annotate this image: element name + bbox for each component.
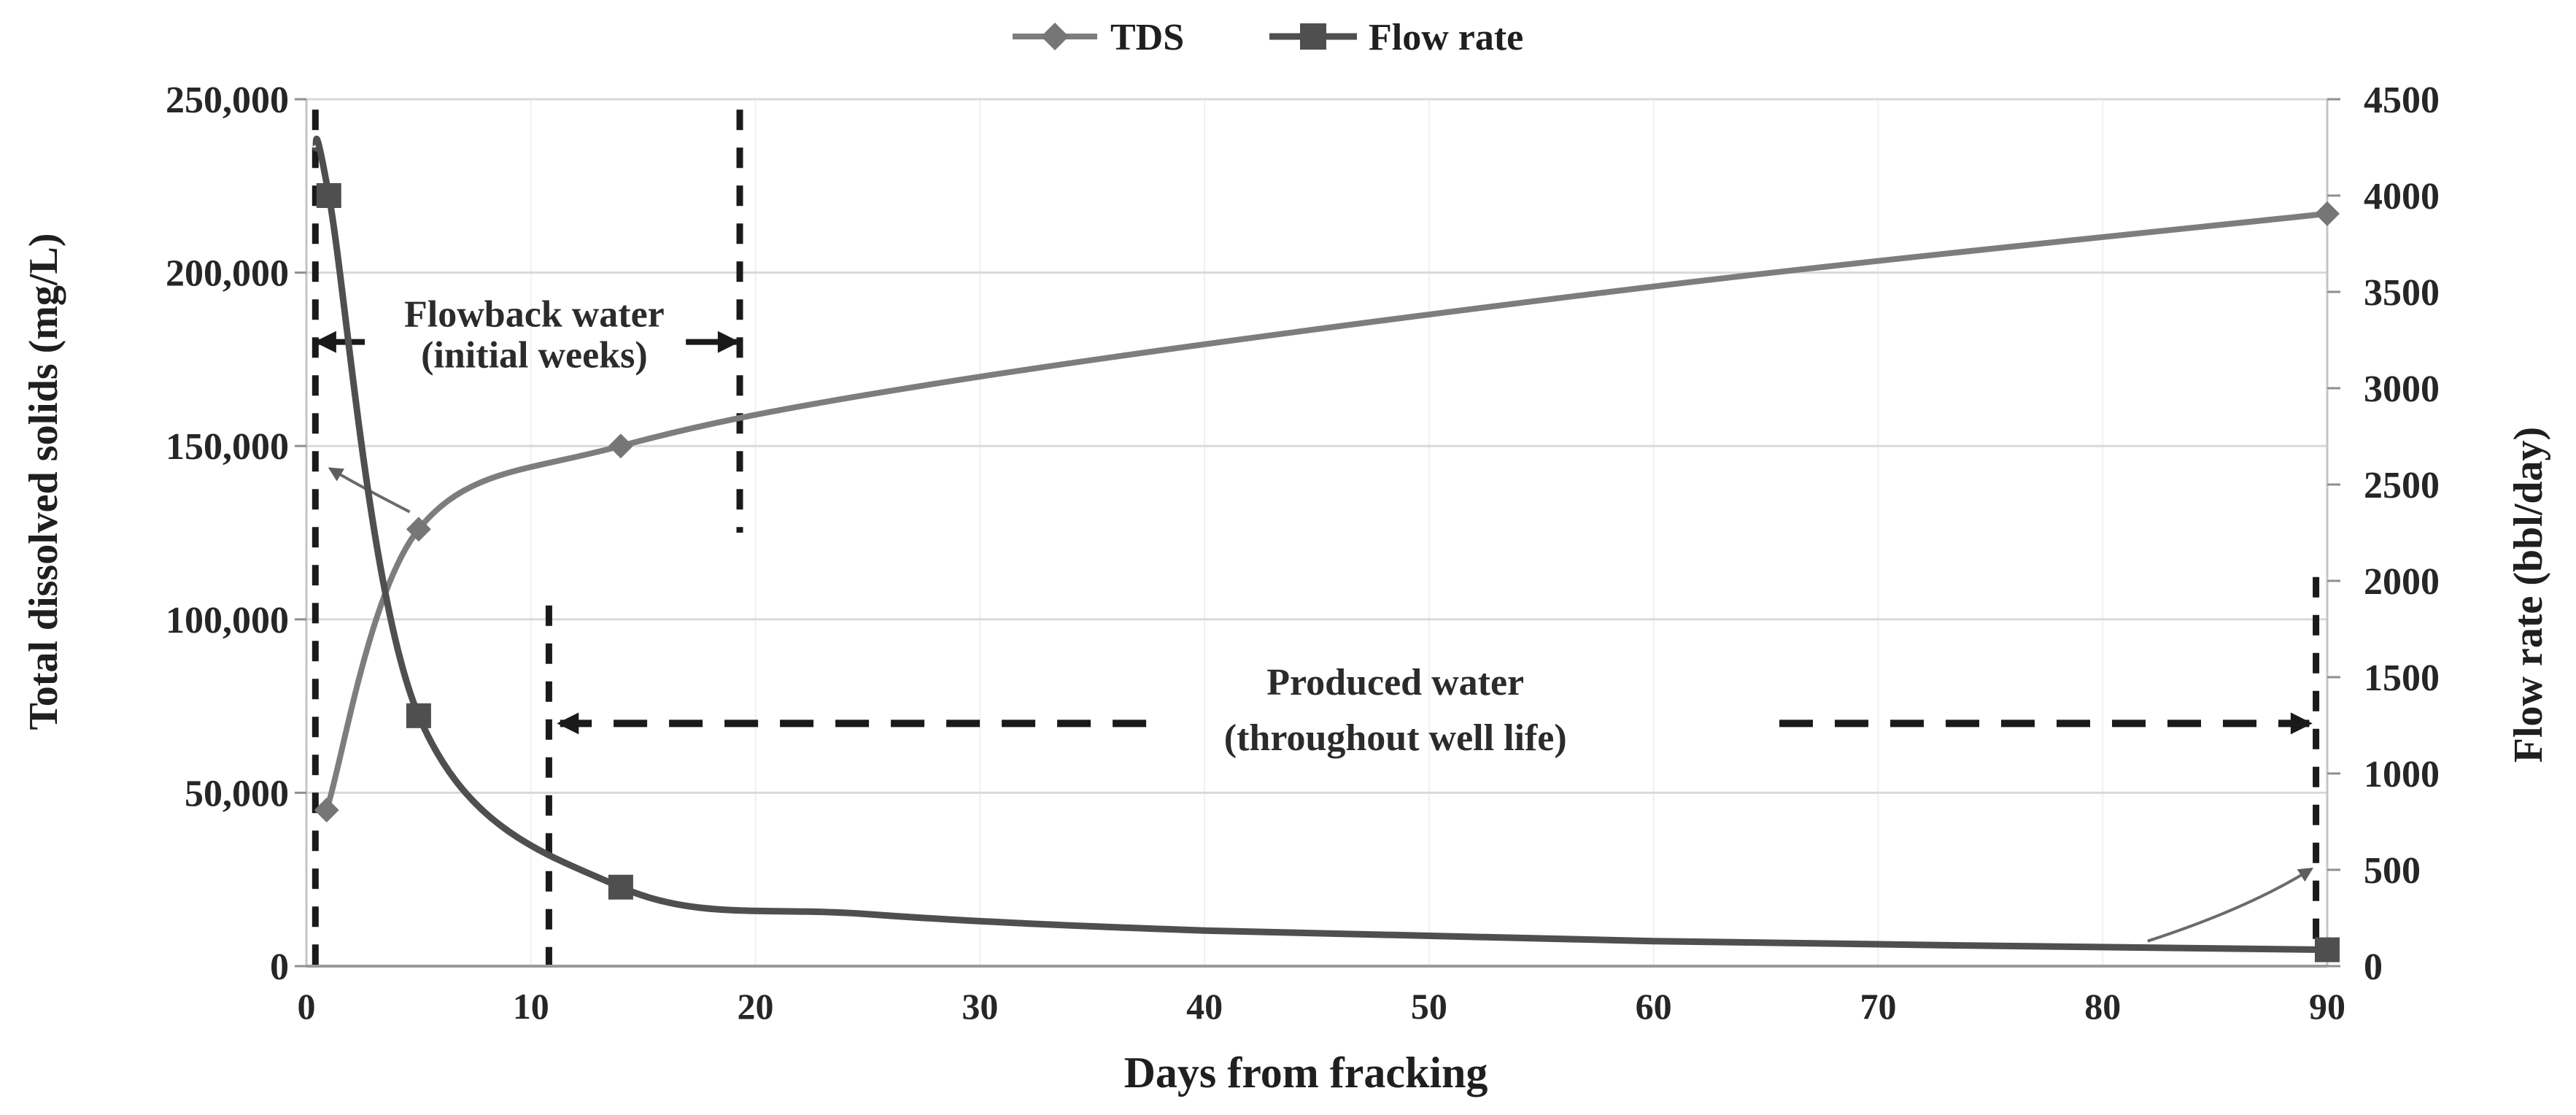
y-right-tick-label: 1500 (2364, 657, 2440, 699)
flow-rate-marker (406, 703, 431, 728)
tds-marker (2315, 201, 2340, 226)
annotation-guides (312, 109, 2320, 966)
produced-label-line1: Produced water (1266, 662, 1524, 703)
y-left-tick-label: 100,000 (166, 600, 289, 641)
gridlines (306, 98, 2327, 966)
y-left-tick-label: 0 (270, 946, 289, 988)
produced-label-line2: (throughout well life) (1224, 717, 1567, 759)
data-series (312, 135, 2340, 962)
flow-rate-marker (608, 874, 633, 900)
x-tick-label: 10 (513, 986, 549, 1027)
y-right-tick-label: 2000 (2364, 561, 2440, 603)
x-axis-title: Days from fracking (1124, 1049, 1488, 1097)
x-tick-label: 30 (962, 986, 998, 1027)
y-right-tick-label: 2500 (2364, 465, 2440, 506)
flow-rate-line (312, 135, 2328, 954)
y-right-tick-label: 4500 (2364, 80, 2440, 121)
y-left-axis-title: Total dissolved solids (mg/L) (21, 234, 66, 730)
x-tick-label: 70 (1860, 986, 1896, 1027)
legend-tds-diamond-icon (1041, 23, 1069, 50)
x-tick-label: 0 (298, 986, 316, 1027)
tds-marker (406, 517, 431, 542)
tds-marker (608, 433, 633, 459)
flowback-label-line2: (initial weeks) (421, 334, 648, 376)
y-left-tick-label: 50,000 (185, 773, 289, 814)
y-right-tick-label: 500 (2364, 850, 2421, 892)
legend-flowrate-square-icon (1300, 23, 1326, 50)
y-left-tick-label: 150,000 (166, 426, 289, 468)
tds-marker (314, 798, 339, 823)
tick-marks-and-labels: 050,000100,000150,000200,000250,00005001… (166, 80, 2440, 1027)
x-tick-label: 50 (1411, 986, 1447, 1027)
y-right-tick-label: 3500 (2364, 272, 2440, 314)
y-left-tick-label: 200,000 (166, 253, 289, 295)
y-right-tick-label: 4000 (2364, 176, 2440, 217)
annotation-text: Flowback water(initial weeks) Produced wa… (404, 293, 1567, 759)
y-left-tick-label: 250,000 (166, 80, 289, 121)
x-tick-label: 40 (1186, 986, 1223, 1027)
flow-axis-pointer (2147, 867, 2314, 943)
flow-rate-marker (2315, 937, 2340, 962)
y-right-axis-title: Flow rate (bbl/day) (2506, 427, 2551, 763)
x-tick-label: 80 (2084, 986, 2121, 1027)
x-tick-label: 90 (2309, 986, 2345, 1027)
x-tick-label: 60 (1636, 986, 1672, 1027)
y-right-tick-label: 0 (2364, 946, 2383, 988)
legend: TDS Flow rate (1013, 17, 1523, 58)
tds-axis-pointer (328, 467, 411, 514)
y-right-tick-label: 3000 (2364, 369, 2440, 410)
legend-tds-label: TDS (1110, 17, 1184, 58)
flowback-label-line1: Flowback water (404, 293, 665, 335)
legend-flowrate-label: Flow rate (1369, 17, 1523, 58)
flow-rate-marker (316, 183, 341, 208)
x-tick-label: 20 (738, 986, 774, 1027)
y-right-tick-label: 1000 (2364, 754, 2440, 795)
